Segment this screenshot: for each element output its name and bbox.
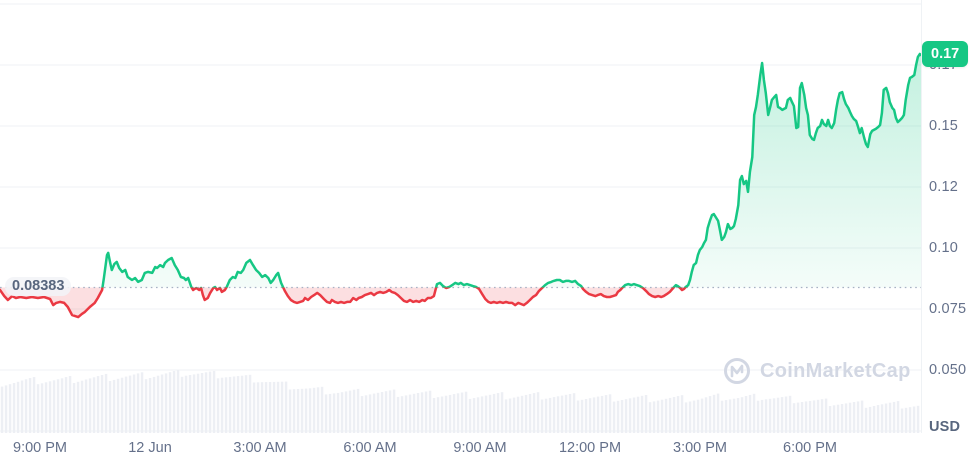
- last-price-badge: 0.17: [922, 41, 969, 67]
- y-tick-label: 0.12: [929, 179, 959, 195]
- baseline-price-label: 0.08383: [5, 277, 72, 296]
- x-tick-label: 9:00 AM: [453, 440, 507, 456]
- x-tick-label: 6:00 AM: [343, 440, 397, 456]
- x-tick-label: 9:00 PM: [13, 440, 67, 456]
- area-fill-up: [102, 54, 921, 288]
- price-line-down: [0, 287, 688, 319]
- y-tick-label: 0.075: [929, 301, 967, 317]
- y-tick-label: 0.15: [929, 118, 959, 134]
- gridlines: [0, 3, 921, 432]
- coinmarketcap-logo-icon: [722, 356, 752, 386]
- y-tick-label: 0.10: [929, 240, 959, 256]
- volume-bars: [0, 369, 920, 433]
- x-tick-label: 6:00 PM: [783, 440, 837, 456]
- x-tick-label: 3:00 AM: [233, 440, 287, 456]
- y-axis-unit-label: USD: [929, 419, 961, 435]
- x-tick-label: 12:00 PM: [558, 440, 622, 456]
- x-tick-label: 12 Jun: [128, 440, 172, 456]
- watermark-brand-text: CoinMarketCap: [760, 359, 911, 382]
- x-tick-label: 3:00 PM: [673, 440, 727, 456]
- watermark: CoinMarketCap: [722, 356, 911, 386]
- y-tick-label: 0.050: [929, 362, 967, 378]
- area-fill-down: [0, 287, 921, 318]
- price-line-up: [101, 52, 921, 288]
